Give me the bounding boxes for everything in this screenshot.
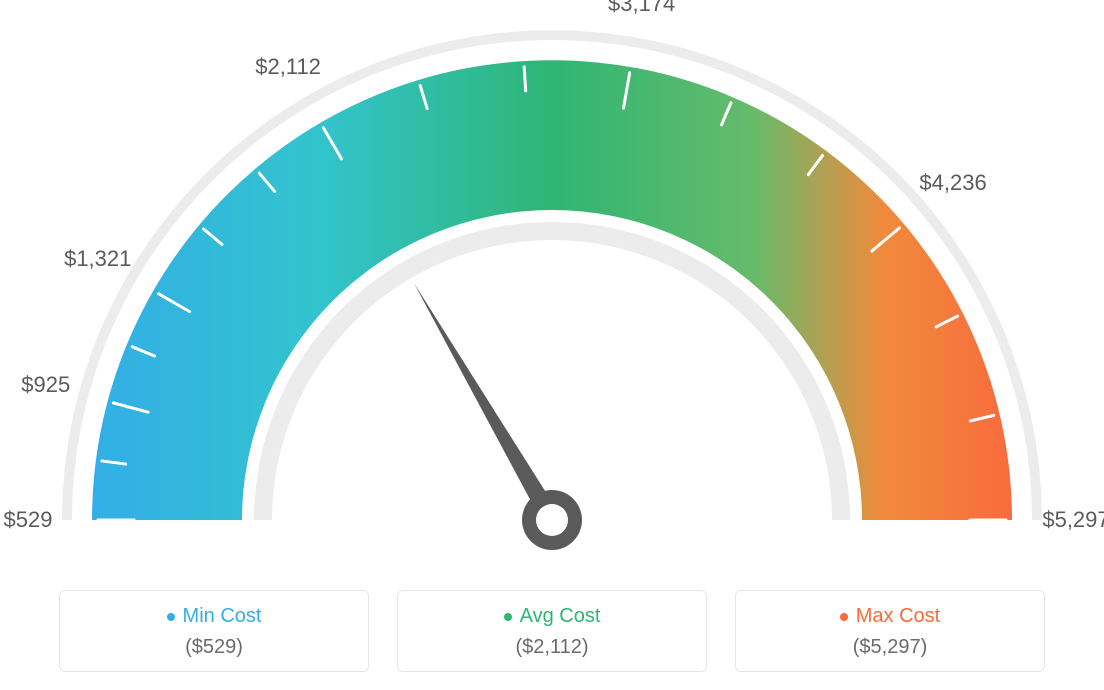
legend-value-max: ($5,297) <box>746 636 1034 659</box>
gauge-tick-label: $5,297 <box>1042 507 1104 533</box>
legend-card-min: Min Cost ($529) <box>59 590 369 672</box>
legend-title-text: Min Cost <box>183 605 262 628</box>
legend-title-avg: Avg Cost <box>504 605 601 628</box>
gauge-tick-label: $1,321 <box>64 246 131 272</box>
legend-dot-icon <box>840 613 848 621</box>
legend-title-min: Min Cost <box>167 605 262 628</box>
legend-dot-icon <box>504 613 512 621</box>
legend-title-text: Max Cost <box>856 605 940 628</box>
legend-title-text: Avg Cost <box>520 605 601 628</box>
legend-dot-icon <box>167 613 175 621</box>
legend-row: Min Cost ($529) Avg Cost ($2,112) Max Cost ($… <box>0 590 1104 672</box>
legend-value-avg: ($2,112) <box>408 636 696 659</box>
gauge-tick-label: $529 <box>4 507 53 533</box>
gauge-tick-label: $925 <box>21 372 70 398</box>
cost-gauge: $529 $925 $1,321 $2,112 $3,174 $4,236 $5,297 <box>0 0 1104 560</box>
legend-value-min: ($529) <box>70 636 358 659</box>
legend-card-avg: Avg Cost ($2,112) <box>397 590 707 672</box>
legend-title-max: Max Cost <box>840 605 940 628</box>
gauge-svg <box>0 0 1104 560</box>
gauge-tick-label: $2,112 <box>255 54 321 80</box>
gauge-tick-label: $4,236 <box>919 170 986 196</box>
gauge-tick-label: $3,174 <box>608 0 675 17</box>
legend-card-max: Max Cost ($5,297) <box>735 590 1045 672</box>
